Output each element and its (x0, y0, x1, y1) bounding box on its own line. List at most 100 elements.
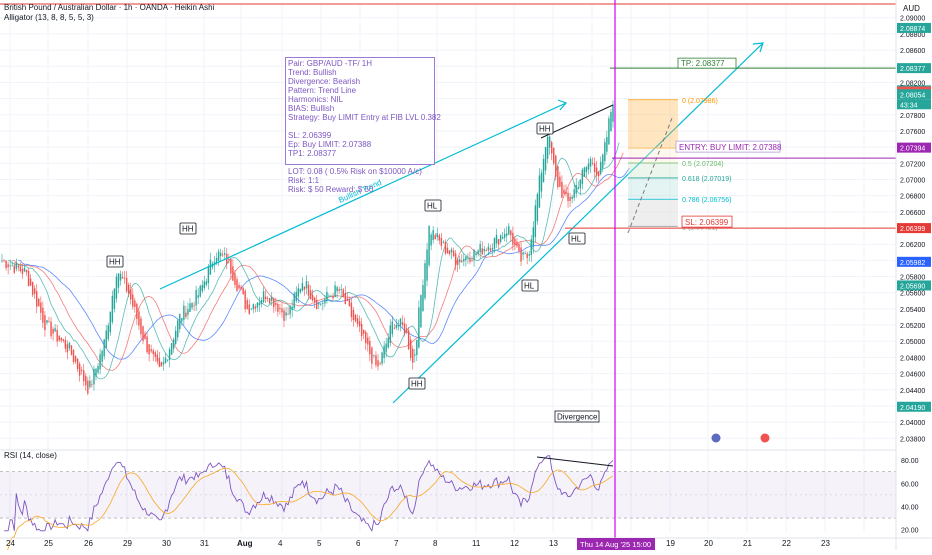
candle-body (7, 264, 9, 268)
candle-body (432, 230, 434, 241)
candle-body (275, 302, 277, 306)
candle-body (38, 298, 40, 307)
symbol-title: British Pound / Australian Dollar · 1h ·… (4, 3, 215, 12)
entry-label-box (675, 140, 781, 153)
trade-note-box: Pair: GBP/AUD -TF/ 1H Trend: Bullish Div… (285, 57, 441, 194)
candle-body (242, 287, 244, 294)
candle-body (9, 265, 11, 267)
candle-body (481, 248, 483, 255)
candle-body (612, 104, 614, 122)
candle-body (450, 249, 453, 253)
candle-body (381, 352, 383, 364)
candle-body (575, 184, 577, 194)
divergence-rsi-line (536, 456, 614, 467)
entry-label: ENTRY: BUY LIMIT: 2.07388 (679, 143, 782, 152)
candle-body (36, 291, 38, 307)
candle-body (371, 347, 373, 364)
price-tick-label: 2.05000 (900, 339, 925, 346)
candle-body (469, 258, 471, 262)
rsi-ma-line (4, 467, 614, 554)
candle-body (291, 306, 293, 310)
candle-body (522, 252, 524, 255)
candle-body (409, 339, 412, 358)
candle-body (144, 333, 146, 340)
candle-body (197, 295, 199, 298)
candle-body (287, 313, 289, 315)
candle-body (385, 343, 387, 352)
price-tick-label: 2.04800 (900, 355, 925, 362)
candle-body (258, 302, 261, 306)
candle-body (193, 305, 195, 307)
price-tick-label: 2.05200 (900, 323, 925, 330)
candle-body (217, 251, 220, 261)
candle-body (293, 293, 295, 309)
candle-body (260, 300, 263, 304)
candle-body (559, 176, 561, 187)
candle-body (367, 337, 369, 345)
candle-body (174, 330, 177, 345)
candle-body (358, 321, 361, 327)
candle-body (140, 318, 142, 335)
candle-body (456, 259, 459, 265)
candle-body (279, 307, 281, 309)
price-tick-label: 2.07200 (900, 161, 925, 168)
candle-body (254, 306, 257, 309)
candle-body (17, 265, 20, 268)
candle-body (389, 325, 391, 343)
candle-body (320, 303, 322, 305)
candle-body (164, 357, 167, 364)
candle-body (362, 329, 365, 334)
candle-body (111, 295, 114, 322)
candle-body (64, 339, 67, 349)
candle-body (201, 284, 203, 292)
candle-body (52, 328, 54, 334)
time-tick-label: 13 (549, 539, 558, 548)
candle-body (215, 258, 218, 264)
price-tick-label: 2.03800 (900, 436, 925, 443)
note-line: Risk: 1:1 (288, 176, 320, 185)
candle-body (266, 297, 269, 299)
candle-body (424, 263, 426, 299)
candle-body (585, 167, 588, 173)
candle-body (23, 267, 26, 272)
candle-body (518, 243, 520, 251)
price-tag (897, 89, 931, 100)
candle-body (497, 239, 500, 245)
candle-body (246, 300, 248, 309)
candle-body (579, 179, 582, 189)
candle-body (95, 368, 97, 377)
candle-body (89, 380, 91, 388)
candle-body (240, 286, 242, 290)
note-line: Strategy: Buy LIMIT Entry at FIB LVL 0.3… (288, 113, 441, 122)
candle-body (307, 284, 310, 296)
price-tag (897, 22, 931, 33)
price-tick-label: 2.08600 (900, 48, 925, 55)
candle-body (475, 253, 477, 256)
note-line: Risk: $ 50 Reward: $ 50 (288, 185, 374, 194)
price-tick-label: 2.04000 (900, 420, 925, 427)
candle-body (334, 285, 336, 298)
candle-body (156, 354, 159, 362)
candle-body (467, 258, 469, 260)
candle-body (99, 354, 101, 370)
candle-body (80, 369, 83, 371)
candle-body (569, 196, 571, 201)
candle-body (219, 252, 222, 257)
candle-body (83, 370, 85, 382)
candle-body (289, 305, 291, 315)
candle-body (426, 249, 428, 281)
candle-body (146, 336, 148, 353)
candle-body (571, 196, 573, 199)
candle-body (56, 329, 58, 342)
candle-body (238, 285, 240, 289)
candle-body (170, 342, 173, 355)
candle-body (365, 331, 367, 344)
candle-body (600, 161, 602, 174)
candle-body (597, 171, 600, 177)
candle-body (332, 295, 334, 299)
candle-body (532, 227, 535, 248)
time-tick-label: 30 (162, 539, 171, 548)
candle-body (285, 312, 287, 316)
candle-body (405, 328, 408, 333)
candle-body (326, 291, 328, 302)
